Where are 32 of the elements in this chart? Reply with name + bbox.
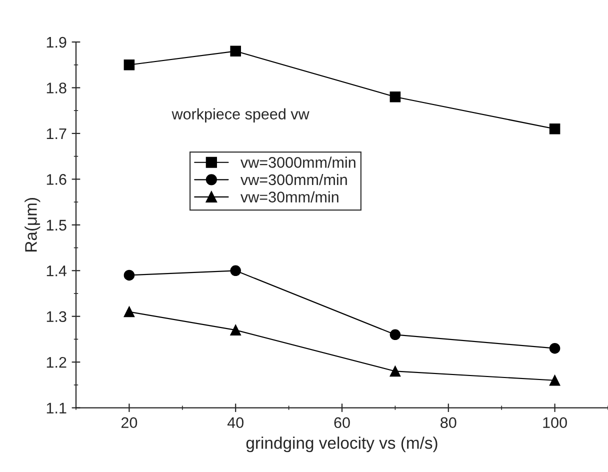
point: [124, 306, 135, 318]
x-axis-title: grindging velocity vs (m/s): [246, 436, 438, 452]
point: [390, 366, 401, 377]
x-tick-label: 60: [334, 417, 350, 428]
legend-label: vw=300mm/min: [240, 174, 347, 186]
legend-label: vw=30mm/min: [240, 191, 338, 202]
x-tick-label: 20: [121, 417, 138, 428]
legend-title: workpiece speed vw: [172, 108, 310, 122]
point: [390, 329, 401, 340]
x-tick-label: 100: [543, 417, 567, 428]
y-tick-label: 1.6: [46, 174, 66, 185]
point: [230, 324, 241, 336]
y-tick-label: 1.7: [46, 128, 66, 139]
y-axis-title: Ra(μm): [24, 198, 40, 252]
y-tick-label: 1.9: [46, 36, 66, 48]
point: [390, 91, 401, 102]
y-tick-label: 1.5: [46, 220, 66, 231]
point: [549, 374, 560, 386]
point: [549, 124, 560, 134]
y-tick-label: 1.2: [46, 356, 66, 368]
point: [124, 270, 135, 281]
point: [549, 342, 560, 354]
y-tick-label: 1.4: [46, 266, 67, 276]
point: [230, 46, 241, 57]
y-tick-label: 1.8: [46, 82, 66, 94]
x-tick-label: 80: [440, 417, 456, 428]
x-tick-label: 40: [227, 417, 244, 428]
point: [230, 265, 241, 276]
y-tick-label: 1.3: [46, 311, 66, 322]
legend-label: vw=3000mm/min: [240, 156, 356, 168]
point: [124, 59, 135, 70]
y-tick-label: 1.1: [46, 402, 66, 414]
